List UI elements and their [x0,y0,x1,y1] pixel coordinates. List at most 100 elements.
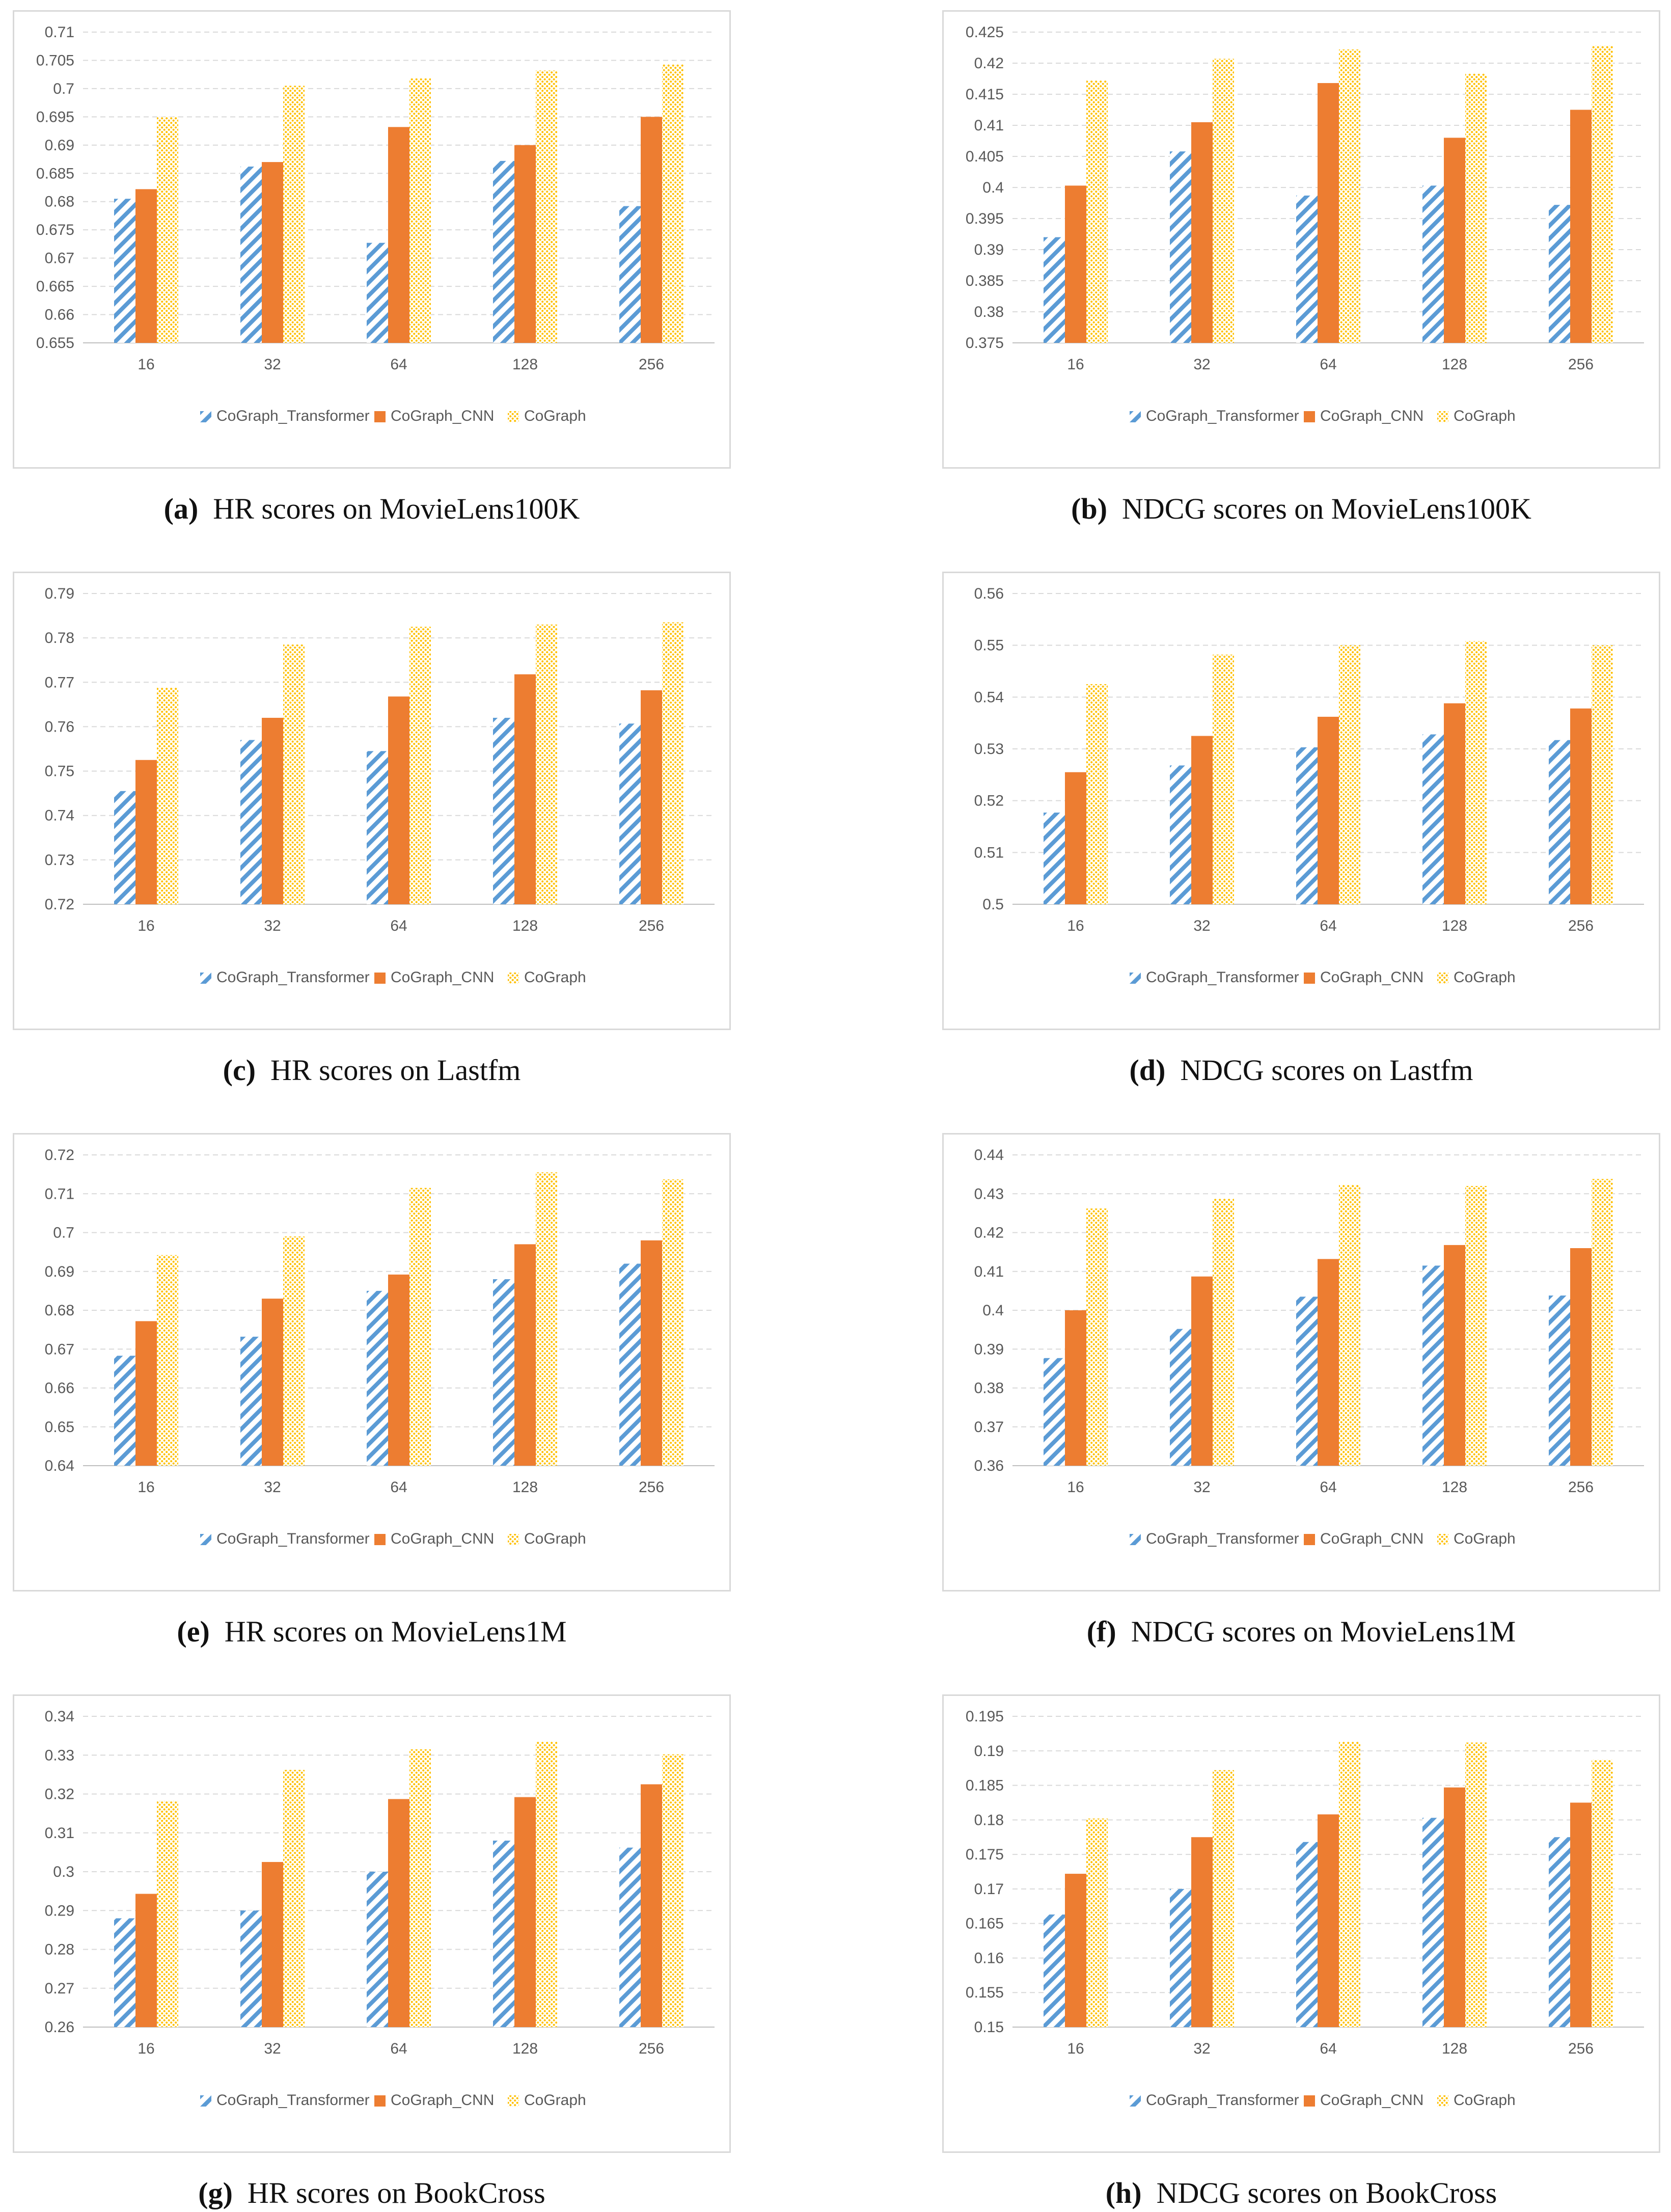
caption: (f) NDCG scores on MovieLens1M [942,1614,1660,1649]
y-tick-label: 0.28 [45,1941,74,1958]
x-tick-label: 16 [1067,2040,1084,2057]
bar-transformer [1044,813,1065,904]
legend-swatch-transformer [1130,411,1141,422]
x-tick-label: 16 [1067,356,1084,373]
y-tick-label: 0.425 [966,24,1004,41]
legend-label: CoGraph_Transformer [216,969,370,986]
legend-label: CoGraph_Transformer [216,1530,370,1547]
bar-transformer [1170,151,1191,343]
bar-cograph [409,627,431,904]
bar-transformer [619,723,641,904]
legend-swatch-transformer [1130,973,1141,984]
bar-transformer [1044,1358,1065,1466]
bar-cograph [1213,1770,1234,2027]
x-tick-label: 64 [390,918,407,934]
bar-cnn [1065,1874,1086,2027]
bar-cnn [388,696,409,904]
bar-cnn [514,145,536,343]
x-tick-label: 256 [639,918,664,934]
bar-cnn [641,117,662,343]
legend-label: CoGraph_CNN [391,2092,494,2109]
legend-swatch-cnn [374,411,386,422]
x-tick-label: 32 [1193,356,1210,373]
y-tick-label: 0.655 [36,335,74,352]
y-tick-label: 0.34 [45,1708,74,1725]
legend-label: CoGraph_Transformer [1146,1530,1299,1547]
y-tick-label: 0.31 [45,1825,74,1842]
x-tick-label: 128 [1442,356,1467,373]
bar-cograph [536,70,557,343]
y-tick-label: 0.695 [36,109,74,125]
bar-cograph [409,78,431,343]
y-tick-label: 0.71 [45,1185,74,1202]
caption: (a) HR scores on MovieLens100K [13,492,731,526]
caption-text: HR scores on BookCross [247,2176,545,2209]
x-tick-label: 128 [1442,1479,1467,1496]
bar-transformer [1549,1837,1570,2027]
bar-cnn [135,760,157,904]
x-tick-label: 256 [639,1479,664,1496]
y-tick-label: 0.395 [966,210,1004,227]
caption-text: NDCG scores on MovieLens1M [1131,1615,1516,1648]
caption-text: HR scores on MovieLens100K [213,492,580,525]
bar-cograph [662,1754,683,2027]
bar-cnn [1444,138,1465,343]
chart-frame: 0.655 0.66 0.665 0.67 0.675 0.68 0.685 0.69 0.69… [13,10,731,469]
caption-text: HR scores on MovieLens1M [224,1615,567,1648]
chart-frame: 0.15 0.155 0.16 0.165 0.17 0.175 0.18 0.185 0.19… [942,1694,1660,2153]
x-tick-label: 128 [1442,2040,1467,2057]
y-tick-label: 0.38 [974,304,1004,320]
y-tick-label: 0.53 [974,741,1004,758]
legend-swatch-cnn [1304,411,1315,422]
legend-swatch-cograph [508,411,519,422]
chart-frame: 0.26 0.27 0.28 0.29 0.3 0.31 0.32 0.33 0.34 16 32 6… [13,1694,731,2153]
bar-cnn [1065,772,1086,904]
y-tick-label: 0.72 [45,896,74,913]
legend-swatch-cnn [1304,1534,1315,1545]
bar-cograph [536,1741,557,2027]
bar-transformer [1549,740,1570,904]
bar-cnn [388,1799,409,2027]
bar-cograph [1086,1208,1108,1466]
y-tick-label: 0.43 [974,1185,1004,1202]
bar-transformer [1549,205,1570,343]
bar-cograph [157,1255,178,1466]
x-tick-label: 16 [138,1479,154,1496]
bar-transformer [367,242,388,343]
bar-cnn [262,1862,283,2027]
x-tick-label: 32 [1193,2040,1210,2057]
legend-swatch-transformer [200,1534,211,1545]
bar-cograph [283,644,305,904]
y-tick-label: 0.38 [974,1380,1004,1397]
chart-frame: 0.36 0.37 0.38 0.39 0.4 0.41 0.42 0.43 0.44 16 32 6… [942,1133,1660,1591]
y-tick-label: 0.15 [974,2019,1004,2036]
y-tick-label: 0.54 [974,689,1004,706]
legend-label: CoGraph [524,1530,586,1547]
bar-cograph [662,622,683,904]
y-tick-label: 0.72 [45,1147,74,1164]
y-tick-label: 0.41 [974,1263,1004,1280]
y-tick-label: 0.26 [45,2019,74,2036]
y-tick-label: 0.155 [966,1984,1004,2001]
y-tick-label: 0.64 [45,1458,74,1474]
bar-cnn [262,718,283,904]
bar-transformer [1422,734,1444,904]
y-tick-label: 0.36 [974,1458,1004,1474]
x-tick-label: 128 [512,356,538,373]
y-tick-label: 0.42 [974,1225,1004,1242]
bar-transformer [1296,747,1318,904]
y-tick-label: 0.705 [36,52,74,69]
y-tick-label: 0.7 [53,1225,74,1242]
bar-cograph [157,117,178,343]
y-tick-label: 0.74 [45,807,74,824]
legend-label: CoGraph_Transformer [1146,2092,1299,2109]
bar-transformer [1296,1842,1318,2027]
x-tick-label: 64 [1320,918,1336,934]
bar-cnn [135,1321,157,1466]
y-tick-label: 0.3 [53,1864,74,1880]
bar-cograph [1592,1179,1613,1466]
bar-cnn [641,1784,662,2027]
legend-label: CoGraph_Transformer [216,408,370,424]
chart-frame: 0.375 0.38 0.385 0.39 0.395 0.4 0.405 0.41 0.415… [942,10,1660,469]
y-tick-label: 0.685 [36,165,74,182]
